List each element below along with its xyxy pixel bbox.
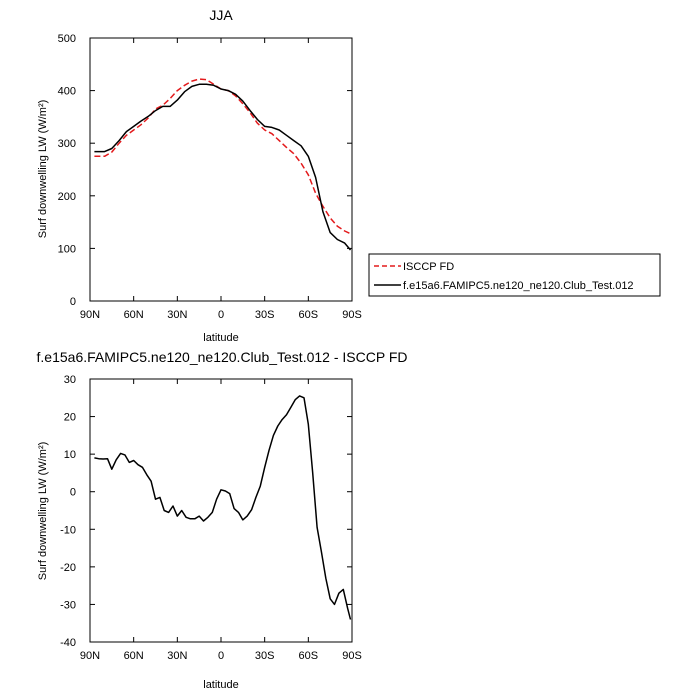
bottom-y-ticks: -40 -30 -20 -10 0 10 20 30: [60, 374, 352, 649]
top-series-line-0: [94, 78, 351, 235]
bottom-x-tick-label: 90S: [342, 650, 362, 662]
bottom-chart: f.e15a6.FAMIPC5.ne120_ne120.Club_Test.01…: [37, 349, 408, 691]
top-x-ticks: 90N 60N 30N 0 30S 60S 90S: [80, 38, 362, 321]
top-x-tick-label: 30N: [167, 309, 187, 321]
top-y-ticks: 0 100 200 300 400 500: [58, 33, 352, 308]
bottom-y-axis-label: Surf downwelling LW (W/m²): [37, 442, 49, 581]
bottom-y-tick-label: 0: [70, 487, 76, 499]
top-series-line-1: [94, 83, 352, 251]
top-chart: JJA latitude Surf downwelling LW (W/m²) …: [37, 7, 362, 344]
top-y-tick-label: 100: [58, 243, 76, 255]
top-x-tick-label: 60N: [124, 309, 144, 321]
top-x-tick-label: 0: [218, 309, 224, 321]
legend: ISCCP FD f.e15a6.FAMIPC5.ne120_ne120.Clu…: [368, 253, 661, 297]
bottom-x-tick-label: 90N: [80, 650, 100, 662]
bottom-y-tick-label: -10: [60, 524, 76, 536]
bottom-series-line-0: [94, 395, 352, 620]
bottom-y-tick-label: 30: [64, 374, 76, 386]
top-y-tick-label: 0: [70, 296, 76, 308]
bottom-x-tick-label: 30S: [255, 650, 275, 662]
top-y-tick-label: 500: [58, 33, 76, 45]
top-x-tick-label: 30S: [255, 309, 275, 321]
top-y-axis-label: Surf downwelling LW (W/m²): [37, 100, 49, 239]
bottom-x-axis-label: latitude: [203, 679, 238, 691]
bottom-x-tick-label: 0: [218, 650, 224, 662]
bottom-y-tick-label: -40: [60, 637, 76, 649]
bottom-y-tick-label: 20: [64, 412, 76, 424]
bottom-chart-title: f.e15a6.FAMIPC5.ne120_ne120.Club_Test.01…: [37, 349, 408, 365]
bottom-y-tick-label: -30: [60, 599, 76, 611]
bottom-plot-area: [94, 395, 352, 620]
top-x-axis-label: latitude: [203, 332, 238, 344]
top-y-tick-label: 200: [58, 191, 76, 203]
bottom-y-tick-label: 10: [64, 449, 76, 461]
bottom-y-tick-label: -20: [60, 562, 76, 574]
top-chart-title: JJA: [209, 7, 233, 23]
top-plot-area: [94, 78, 352, 251]
bottom-plot-frame: [89, 378, 353, 643]
top-y-tick-label: 400: [58, 86, 76, 98]
top-x-tick-label: 90S: [342, 309, 362, 321]
legend-box: [368, 253, 661, 297]
top-y-tick-label: 300: [58, 138, 76, 150]
bottom-x-tick-label: 30N: [167, 650, 187, 662]
top-x-tick-label: 60S: [299, 309, 319, 321]
bottom-x-tick-label: 60N: [124, 650, 144, 662]
legend-label-model: f.e15a6.FAMIPC5.ne120_ne120.Club_Test.01…: [403, 280, 634, 292]
bottom-x-ticks: 90N 60N 30N 0 30S 60S 90S: [80, 379, 362, 662]
top-x-tick-label: 90N: [80, 309, 100, 321]
bottom-x-tick-label: 60S: [299, 650, 319, 662]
legend-label-isccp: ISCCP FD: [403, 261, 454, 273]
